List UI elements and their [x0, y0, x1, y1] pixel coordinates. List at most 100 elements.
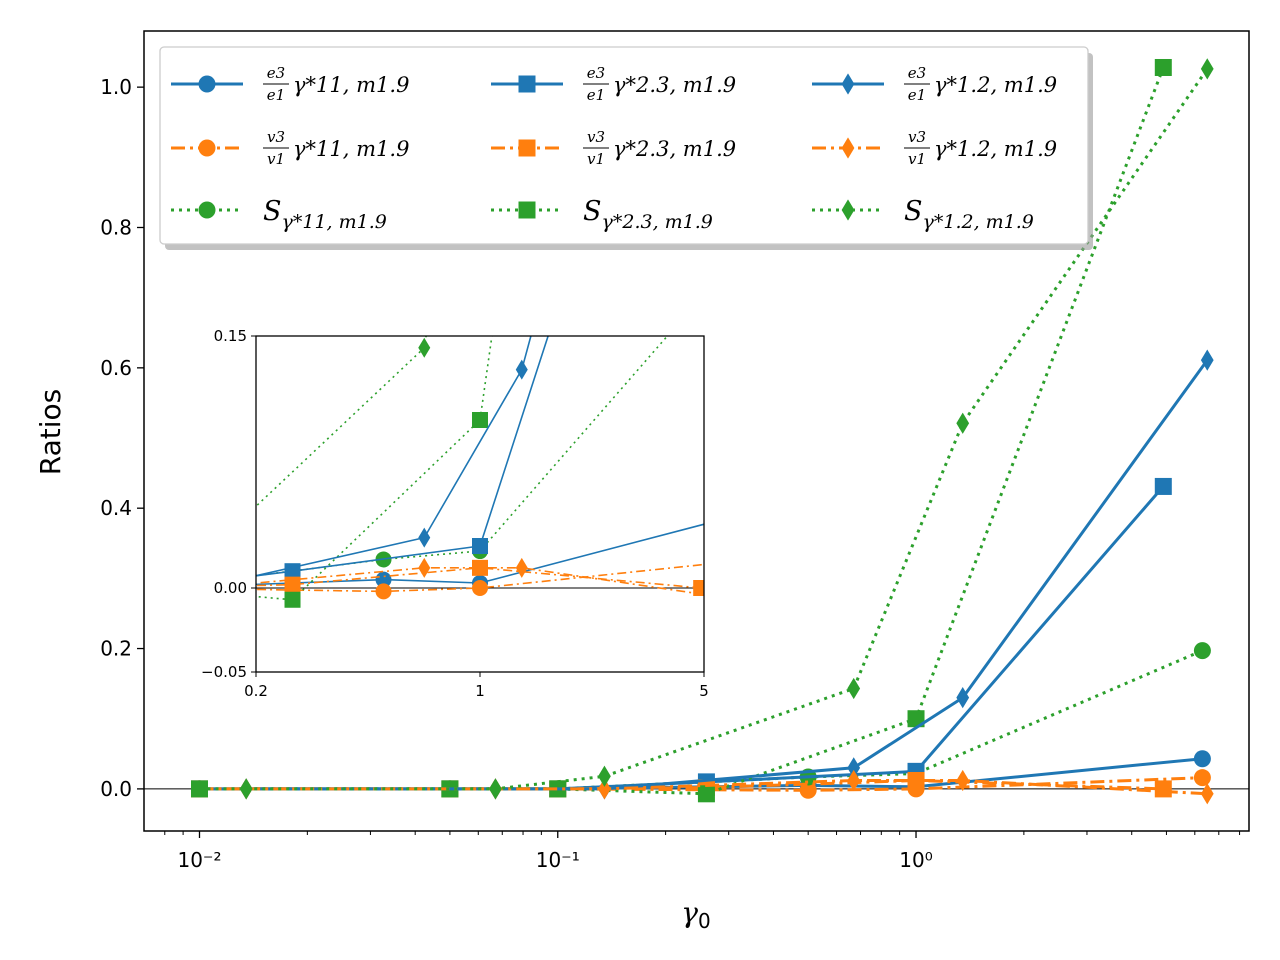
legend-fraction-num: v3	[587, 128, 605, 146]
inset-x-tick-label: 5	[699, 682, 709, 700]
legend: e3 e1 γ*11, m1.9 e3 e1 γ*2.3, m1.9 e3 e1 γ*1.2, …	[159, 46, 1093, 250]
legend-fraction-den: v1	[908, 150, 926, 168]
data-point	[239, 778, 253, 800]
inset-data-point	[693, 580, 704, 596]
data-point	[1200, 783, 1214, 805]
legend-fraction-num: e3	[587, 64, 605, 82]
data-point	[598, 778, 611, 800]
legend-label: γ*2.3, m1.9	[613, 73, 736, 97]
legend-label: Sγ*11, m1.9	[263, 196, 387, 233]
legend-marker	[518, 139, 536, 157]
data-point	[489, 778, 502, 800]
inset-data-point	[375, 583, 392, 600]
legend-fraction-den: e1	[908, 86, 926, 104]
inset-data-point	[284, 576, 301, 593]
x-tick-label: 10⁰	[899, 848, 932, 872]
inset-x-tick-label: 1	[475, 682, 485, 700]
legend-marker	[841, 137, 855, 159]
inset-data-point	[515, 557, 528, 578]
legend-marker	[518, 201, 536, 219]
data-point	[1193, 642, 1211, 660]
inset-series-line-6	[256, 336, 532, 577]
legend-label: Sγ*2.3, m1.9	[583, 196, 713, 233]
legend-fraction-den: e1	[267, 86, 285, 104]
data-point	[847, 757, 861, 779]
data-point	[1154, 58, 1172, 76]
y-tick-label: 0.2	[100, 637, 132, 661]
legend-marker	[841, 73, 855, 95]
legend-fraction-num: v3	[908, 128, 926, 146]
series-line-6	[246, 359, 1209, 791]
inset-data-point	[472, 412, 488, 428]
data-point	[697, 785, 715, 803]
legend-label: γ*1.2, m1.9	[934, 137, 1057, 161]
data-point	[1154, 477, 1172, 495]
inset-data-point	[418, 337, 431, 358]
inset-background	[256, 336, 704, 672]
inset-data-point	[472, 580, 488, 596]
y-axis-label: Ratios	[34, 389, 67, 475]
inset-data-point	[375, 571, 392, 588]
inset-series-line-7	[256, 566, 704, 596]
legend-label: γ*2.3, m1.9	[613, 137, 736, 161]
data-point	[598, 765, 611, 787]
inset-data-point	[515, 359, 528, 380]
legend-label-main: S	[904, 196, 923, 227]
inset-plot: −0.05 0.00 0.15 0.2 1 5	[201, 327, 709, 700]
data-point	[1193, 769, 1211, 787]
data-point	[190, 780, 208, 798]
legend-label-sub: γ*2.3, m1.9	[602, 211, 713, 233]
legend-fraction-num: e3	[908, 64, 926, 82]
inset-y-tick-label: −0.05	[201, 663, 247, 681]
legend-label-sub: γ*1.2, m1.9	[923, 211, 1034, 233]
y-tick-label: 0.8	[100, 215, 132, 239]
inset-y-tick-label: 0.15	[214, 327, 247, 345]
x-axis-label-sub: 0	[698, 909, 711, 933]
inset-data-point	[472, 559, 488, 576]
x-tick-label: 10⁻²	[177, 848, 221, 872]
data-point	[847, 677, 861, 700]
legend-fraction-num: v3	[267, 128, 285, 146]
inset-series-line-4	[256, 566, 702, 589]
x-tick-label: 10⁻¹	[536, 848, 580, 872]
data-point	[907, 710, 925, 728]
plot-frame	[143, 30, 1250, 832]
legend-label: γ*1.2, m1.9	[934, 73, 1057, 97]
data-point	[1200, 58, 1214, 80]
data-point	[847, 769, 861, 792]
legend-fraction-den: e1	[587, 86, 605, 104]
legend-label: γ*11, m1.9	[293, 73, 409, 97]
legend-marker	[198, 139, 216, 157]
data-point	[799, 781, 817, 799]
series-group	[190, 58, 1214, 805]
legend-fraction-num: e3	[267, 64, 285, 82]
data-point	[1193, 750, 1211, 768]
x-axis-label-main: γ	[681, 896, 698, 929]
main-plot-area: 0.0 0.2 0.4 0.6 0.8 1.0 10⁻² 10⁻¹ 10⁰	[100, 30, 1250, 872]
legend-label-sub: γ*11, m1.9	[282, 211, 387, 233]
legend-label: Sγ*1.2, m1.9	[904, 196, 1034, 233]
data-point	[956, 412, 970, 434]
y-tick-label: 1.0	[100, 75, 132, 99]
legend-marker	[518, 75, 536, 93]
legend-label-main: S	[263, 196, 282, 227]
series-line-7	[246, 779, 1208, 796]
legend-marker	[198, 201, 216, 219]
data-point	[956, 687, 970, 709]
inset-data-point	[472, 538, 488, 554]
y-tick-label: 0.6	[100, 356, 132, 380]
legend-fraction-den: v1	[267, 150, 285, 168]
data-point	[1154, 780, 1172, 798]
legend-box	[159, 46, 1089, 245]
legend-marker	[198, 75, 216, 93]
legend-label-main: S	[583, 196, 602, 227]
inset-data-point	[418, 557, 431, 578]
y-tick-label: 0.0	[100, 777, 132, 801]
legend-label: γ*11, m1.9	[293, 137, 409, 161]
data-point	[956, 769, 970, 792]
inset-series-line-3	[256, 336, 549, 577]
x-axis-label: γ0	[681, 896, 710, 933]
inset-data-point	[418, 527, 431, 548]
inset-data-point	[284, 591, 301, 608]
